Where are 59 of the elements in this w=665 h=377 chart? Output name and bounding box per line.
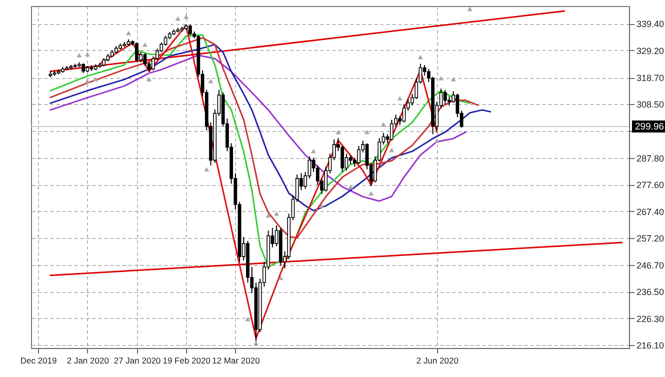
point	[368, 191, 374, 196]
point	[266, 213, 271, 218]
point	[184, 14, 189, 19]
point	[142, 42, 148, 47]
y-tick-label: 257.20	[636, 233, 664, 244]
y-tick-label: 277.60	[636, 180, 664, 190]
point	[397, 96, 402, 100]
candlestick	[402, 104, 406, 123]
ref-line-label: 299.96	[635, 121, 664, 132]
point	[319, 204, 324, 208]
candlestick	[357, 145, 360, 165]
candlestick	[348, 154, 352, 165]
candlestick	[390, 119, 394, 142]
y-tick-label: 318.70	[636, 73, 664, 84]
x-tick-label: Dec 2019	[20, 356, 58, 366]
candlestick	[443, 89, 447, 105]
candlestick	[340, 145, 344, 172]
point	[204, 167, 210, 172]
point	[364, 130, 370, 134]
point	[76, 53, 82, 58]
point	[348, 184, 354, 189]
point	[84, 52, 90, 56]
y-tick-label: 329.20	[636, 46, 664, 56]
point	[126, 30, 132, 36]
point	[380, 122, 386, 126]
x-tick-label: 2 Jun 2020	[416, 356, 459, 366]
point	[418, 54, 424, 60]
point	[450, 76, 456, 82]
point	[245, 316, 250, 322]
point	[434, 138, 440, 143]
y-tick-label: 287.80	[636, 154, 664, 164]
candlestick	[82, 62, 85, 74]
y-tick-label: 246.70	[636, 260, 664, 271]
point	[311, 148, 316, 154]
candlestick	[135, 42, 138, 62]
line-series	[50, 54, 466, 202]
line-series	[98, 24, 438, 340]
x-tick-label: 27 Jan 2020	[114, 356, 161, 366]
point	[146, 76, 152, 82]
x-tick-label: 12 Mar 2020	[212, 356, 260, 366]
candlestick	[448, 96, 451, 106]
candlestick	[188, 24, 192, 36]
point	[253, 340, 259, 346]
line-series	[50, 44, 492, 212]
point	[467, 6, 472, 12]
y-tick-label: 308.50	[636, 100, 664, 110]
x-tick-label: 2 Jan 2020	[66, 356, 110, 366]
point	[175, 16, 180, 21]
y-tick-label: 339.40	[636, 19, 664, 30]
y-tick-label: 216.10	[636, 340, 664, 350]
point	[274, 211, 280, 216]
y-tick-label: 226.30	[636, 314, 664, 324]
x-tick-label: 19 Feb 2020	[162, 356, 211, 366]
point	[438, 76, 444, 80]
point	[93, 76, 98, 82]
point	[278, 276, 284, 280]
y-tick-label: 236.50	[636, 287, 664, 298]
point	[336, 130, 341, 134]
y-tick-label: 267.40	[636, 206, 664, 217]
